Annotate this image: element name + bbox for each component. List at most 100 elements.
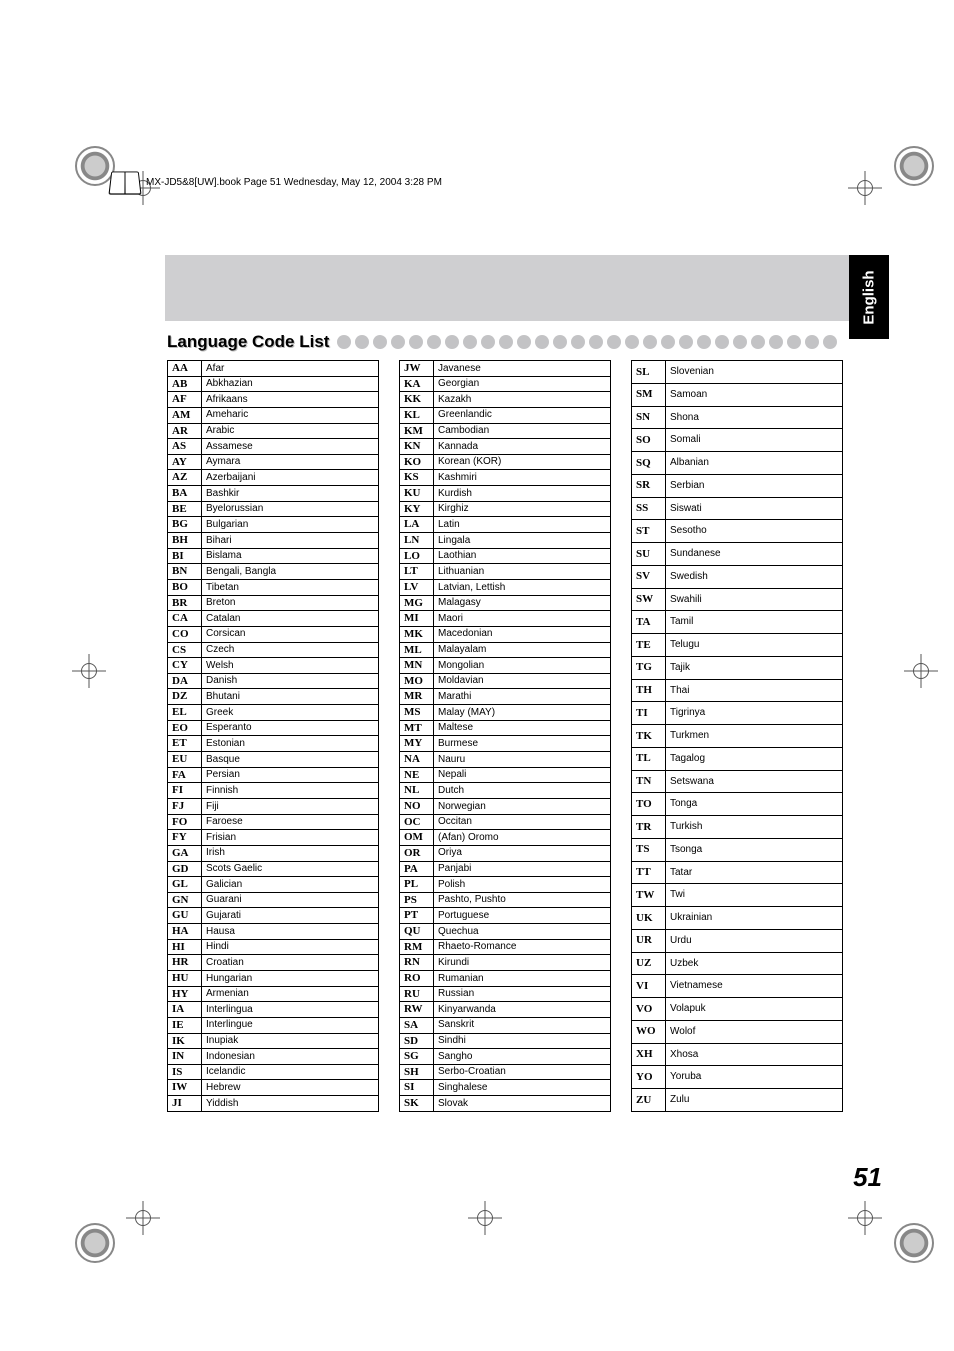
language-code-table: JWJavaneseKAGeorgianKKKazakhKLGreenlandi…	[399, 360, 611, 1112]
language-name: Malagasy	[434, 595, 611, 611]
table-row: GDScots Gaelic	[168, 861, 379, 877]
table-row: LVLatvian, Lettish	[400, 579, 611, 595]
table-row: UZUzbek	[632, 952, 843, 975]
language-name: Greek	[202, 705, 379, 721]
table-row: RMRhaeto-Romance	[400, 939, 611, 955]
language-code: XH	[632, 1043, 666, 1066]
language-name: Serbian	[666, 474, 843, 497]
language-code: RN	[400, 955, 434, 971]
language-name: Urdu	[666, 929, 843, 952]
language-code: TA	[632, 611, 666, 634]
language-name: Latvian, Lettish	[434, 579, 611, 595]
language-code: MI	[400, 611, 434, 627]
registration-mark-icon	[908, 658, 934, 684]
table-row: OM(Afan) Oromo	[400, 830, 611, 846]
table-row: TITigrinya	[632, 702, 843, 725]
language-code: BH	[168, 533, 202, 549]
language-name: Bengali, Bangla	[202, 564, 379, 580]
language-name: Turkmen	[666, 725, 843, 748]
language-code: UK	[632, 907, 666, 930]
table-row: TTTatar	[632, 861, 843, 884]
language-code: AM	[168, 407, 202, 423]
language-code: SR	[632, 474, 666, 497]
language-name: Interlingue	[202, 1017, 379, 1033]
language-code: MT	[400, 720, 434, 736]
language-name: Latin	[434, 517, 611, 533]
language-name: Pashto, Pushto	[434, 892, 611, 908]
language-code: OM	[400, 830, 434, 846]
language-name: Slovak	[434, 1096, 611, 1112]
table-row: ASAssamese	[168, 439, 379, 455]
language-code: KU	[400, 486, 434, 502]
language-code: IE	[168, 1017, 202, 1033]
table-row: JWJavanese	[400, 361, 611, 377]
language-code: UR	[632, 929, 666, 952]
language-code: MS	[400, 705, 434, 721]
language-name: Somali	[666, 429, 843, 452]
language-code: IW	[168, 1080, 202, 1096]
language-name: Turkish	[666, 816, 843, 839]
print-mark-corner	[75, 1223, 115, 1263]
registration-mark-icon	[852, 175, 878, 201]
language-name: Hausa	[202, 924, 379, 940]
language-code: BE	[168, 501, 202, 517]
language-name: Ukrainian	[666, 907, 843, 930]
table-row: NANauru	[400, 752, 611, 768]
language-code: OC	[400, 814, 434, 830]
language-name: Byelorussian	[202, 501, 379, 517]
language-name: Frisian	[202, 830, 379, 846]
table-row: IAInterlingua	[168, 1002, 379, 1018]
language-name: Cambodian	[434, 423, 611, 439]
table-row: PLPolish	[400, 877, 611, 893]
language-code: AY	[168, 454, 202, 470]
table-row: PTPortuguese	[400, 908, 611, 924]
language-name: Afrikaans	[202, 392, 379, 408]
language-name: Laothian	[434, 548, 611, 564]
language-code: TW	[632, 884, 666, 907]
page-header: MX-JD5&8[UW].book Page 51 Wednesday, May…	[110, 170, 442, 194]
language-code: PA	[400, 861, 434, 877]
language-name: Bhutani	[202, 689, 379, 705]
language-name: Yiddish	[202, 1096, 379, 1112]
language-name: Burmese	[434, 736, 611, 752]
language-name: Welsh	[202, 658, 379, 674]
language-name: Vietnamese	[666, 975, 843, 998]
table-row: TWTwi	[632, 884, 843, 907]
language-name: Volapuk	[666, 998, 843, 1021]
table-row: KLGreenlandic	[400, 407, 611, 423]
language-code: LA	[400, 517, 434, 533]
table-row: GUGujarati	[168, 908, 379, 924]
table-row: PSPashto, Pushto	[400, 892, 611, 908]
language-name: Greenlandic	[434, 407, 611, 423]
table-row: MGMalagasy	[400, 595, 611, 611]
language-tab: English	[849, 255, 889, 339]
table-row: ISIcelandic	[168, 1064, 379, 1080]
table-row: SRSerbian	[632, 474, 843, 497]
table-row: NLDutch	[400, 783, 611, 799]
language-code-tables: AAAfarABAbkhazianAFAfrikaansAMAmeharicAR…	[167, 360, 843, 1112]
language-code: BG	[168, 517, 202, 533]
table-row: TGTajik	[632, 656, 843, 679]
table-row: TNSetswana	[632, 770, 843, 793]
table-row: EUBasque	[168, 752, 379, 768]
language-code: SI	[400, 1080, 434, 1096]
table-row: YOYoruba	[632, 1066, 843, 1089]
table-row: SASanskrit	[400, 1017, 611, 1033]
language-code-table: AAAfarABAbkhazianAFAfrikaansAMAmeharicAR…	[167, 360, 379, 1112]
table-row: AFAfrikaans	[168, 392, 379, 408]
table-row: EOEsperanto	[168, 720, 379, 736]
language-code: AZ	[168, 470, 202, 486]
table-row: TSTsonga	[632, 838, 843, 861]
language-name: Swedish	[666, 565, 843, 588]
language-code: SG	[400, 1049, 434, 1065]
language-name: Singhalese	[434, 1080, 611, 1096]
table-row: SGSangho	[400, 1049, 611, 1065]
registration-mark-icon	[76, 658, 102, 684]
language-code: LT	[400, 564, 434, 580]
table-row: ARArabic	[168, 423, 379, 439]
table-row: SKSlovak	[400, 1096, 611, 1112]
language-name: Quechua	[434, 924, 611, 940]
table-row: RWKinyarwanda	[400, 1002, 611, 1018]
language-name: Tajik	[666, 656, 843, 679]
registration-mark-icon	[852, 1205, 878, 1231]
